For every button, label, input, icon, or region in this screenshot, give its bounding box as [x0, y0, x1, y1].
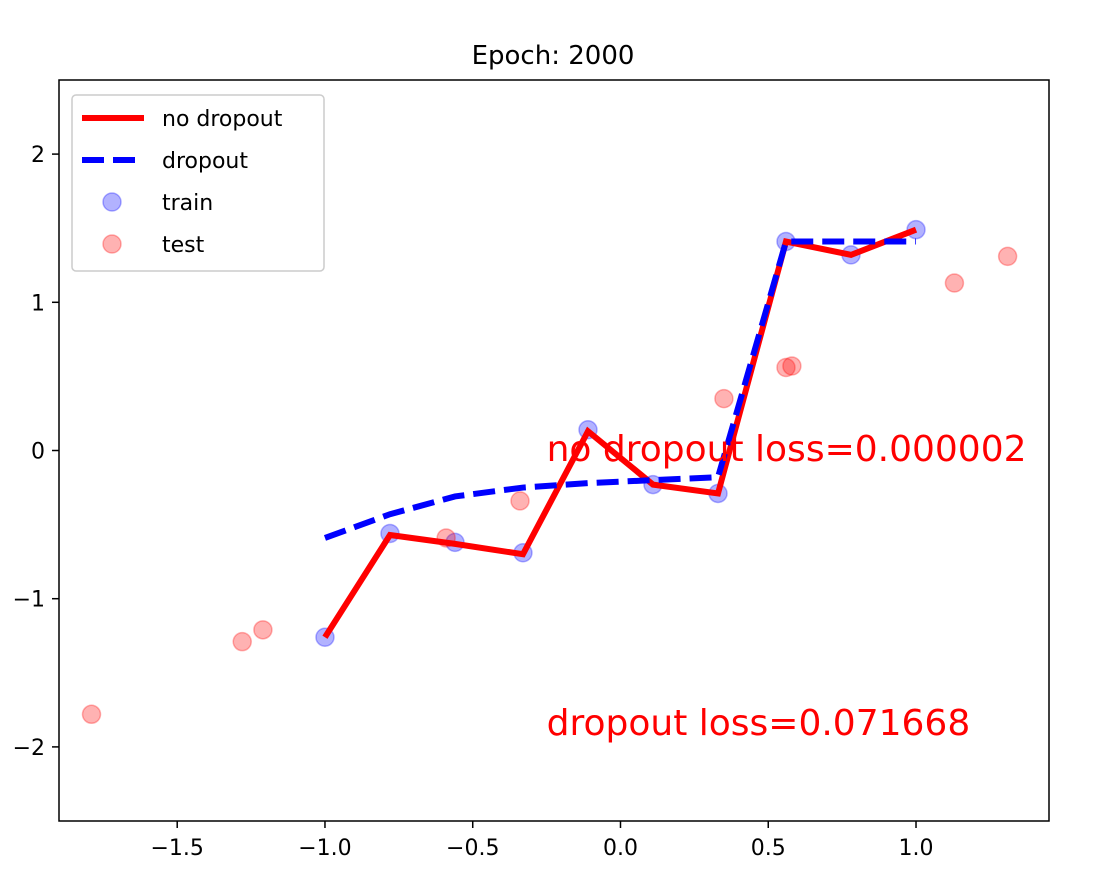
loss-annotation: dropout loss=0.071668 [547, 703, 971, 744]
x-tick-label: −0.5 [446, 836, 499, 861]
test-point [714, 388, 734, 409]
dropout-line [323, 238, 917, 541]
y-tick-label: −2 [13, 736, 45, 761]
x-tick-label: 0.0 [603, 836, 638, 861]
legend-test-swatch [102, 234, 122, 254]
legend-dropout-label: dropout [162, 149, 248, 174]
x-tick-label: 0.5 [751, 836, 786, 861]
test-point [776, 357, 796, 378]
test-point [944, 273, 965, 293]
chart-title: Epoch: 2000 [472, 41, 635, 71]
test-point [510, 491, 530, 511]
legend-box [71, 94, 325, 272]
test-point [253, 620, 273, 640]
test-point [782, 356, 802, 376]
test-point [232, 631, 252, 652]
x-tick-label: 1.0 [899, 836, 934, 861]
legend-train-swatch [102, 192, 122, 212]
test-point [81, 704, 102, 725]
x-tick-label: −1.5 [150, 836, 203, 861]
legend-train-label: train [162, 191, 213, 216]
x-tick-label: −1.0 [298, 836, 351, 861]
plot-area [81, 219, 1018, 725]
y-tick-label: −1 [13, 588, 45, 613]
test-point [997, 246, 1018, 267]
loss-annotation: no dropout loss=0.000002 [547, 429, 1027, 470]
y-tick-label: 1 [31, 291, 45, 316]
legend-no-dropout-label: no dropout [162, 107, 283, 132]
no-dropout-line [322, 226, 918, 639]
y-tick-label: 0 [31, 440, 45, 465]
legend-test-label: test [162, 233, 205, 258]
y-tick-label: 2 [31, 143, 45, 168]
